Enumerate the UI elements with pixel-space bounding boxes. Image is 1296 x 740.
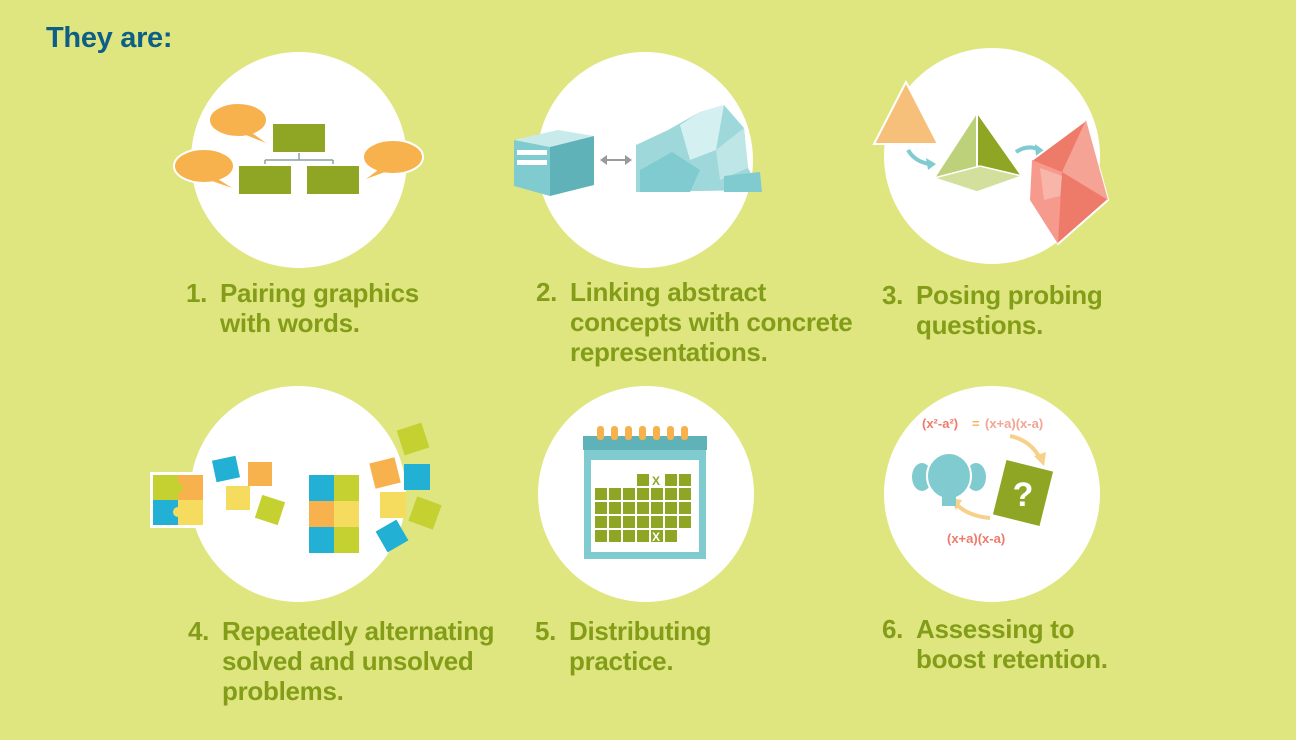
formula-bottom: (x+a)(x-a) — [947, 531, 1005, 546]
item-line: representations. — [570, 337, 768, 367]
page-heading: They are: — [46, 22, 173, 54]
list-item-4: 4. Repeatedly alternating solved and uns… — [188, 616, 495, 706]
item-line: problems. — [222, 676, 344, 706]
item-line: Assessing to — [916, 614, 1075, 644]
item-line: questions. — [916, 310, 1044, 340]
item-number: 5. — [535, 616, 557, 646]
item-line: Repeatedly alternating — [222, 616, 495, 646]
list-item-1: 1. Pairing graphics with words. — [186, 278, 419, 338]
puzzle-icon — [306, 472, 362, 556]
triangle-icon — [872, 79, 940, 145]
formula-left: (x²-a²) — [922, 416, 958, 431]
puzzle-icon — [150, 472, 206, 528]
item-line: with words. — [220, 308, 360, 338]
list-item-6: 6. Assessing to boost retention. — [882, 614, 1108, 674]
calendar-mark: X — [652, 530, 660, 544]
list-item-3: 3. Posing probing questions. — [882, 280, 1103, 340]
pyramid-icon — [931, 108, 1025, 194]
item-number: 2. — [536, 277, 558, 307]
item-line: solved and unsolved — [222, 646, 474, 676]
item-number: 6. — [882, 614, 904, 644]
item-line: practice. — [569, 646, 674, 676]
list-item-5: 5. Distributing practice. — [535, 616, 712, 676]
item-line: boost retention. — [916, 644, 1108, 674]
item-line: Posing probing — [916, 280, 1103, 310]
formula-right: (x+a)(x-a) — [985, 416, 1043, 431]
speech-bubble-icon — [208, 102, 268, 143]
org-chart-icon — [237, 122, 361, 196]
speech-bubble-icon — [173, 148, 235, 188]
item-number: 4. — [188, 616, 210, 646]
iceberg-icon — [636, 105, 762, 192]
puzzle-icon — [369, 422, 442, 553]
crystal-icon — [1028, 118, 1110, 246]
question-card-icon: ? — [990, 457, 1056, 529]
cube-icon — [514, 130, 594, 196]
double-arrow-icon — [600, 155, 632, 165]
puzzle-icon — [211, 455, 286, 526]
calendar-mark: X — [652, 474, 660, 488]
list-item-2: 2. Linking abstract concepts with concre… — [536, 277, 853, 367]
question-mark: ? — [1013, 476, 1034, 514]
item-line: Distributing — [569, 616, 712, 646]
item-line: Pairing graphics — [220, 278, 419, 308]
formula-equals: = — [972, 416, 980, 431]
item-number: 1. — [186, 278, 208, 308]
item-number: 3. — [882, 280, 904, 310]
speech-bubble-icon — [362, 139, 424, 179]
item-line: Linking abstract — [570, 277, 767, 307]
illustration-circle-6 — [884, 386, 1100, 602]
student-icon — [912, 452, 986, 506]
calendar-icon: X X — [582, 426, 708, 561]
item-line: concepts with concrete — [570, 307, 853, 337]
